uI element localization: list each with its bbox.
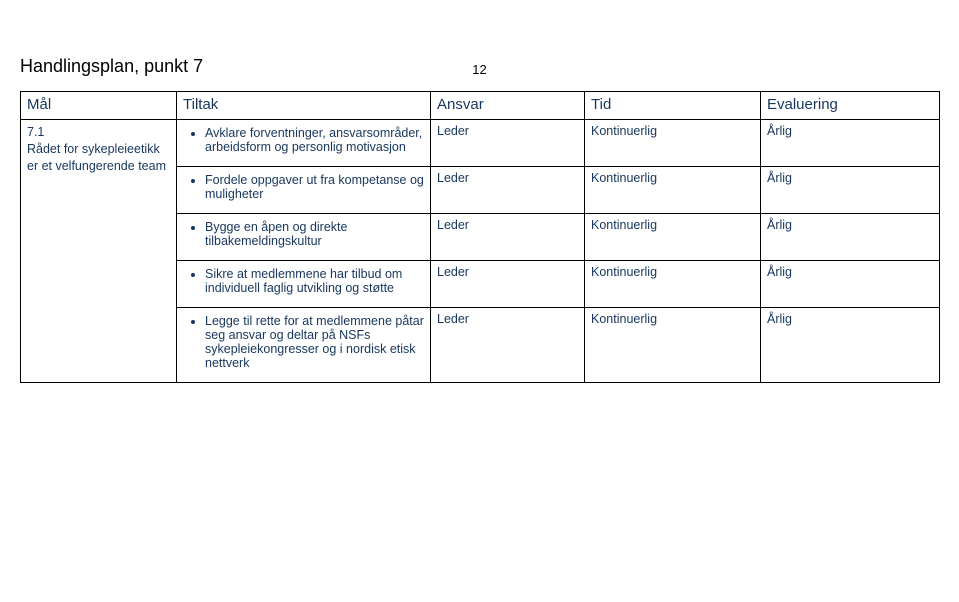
col-header-ansvar: Ansvar [431, 92, 585, 120]
cell-tid: Kontinuerlig [585, 167, 761, 214]
cell-tid: Kontinuerlig [585, 214, 761, 261]
tiltak-item: Bygge en åpen og direkte tilbakemeldings… [205, 220, 424, 248]
cell-tiltak: Sikre at medlemmene har tilbud om indivi… [177, 261, 431, 308]
table-row: 7.1 Rådet for sykepleieetikk er et velfu… [21, 120, 940, 167]
col-header-tid: Tid [585, 92, 761, 120]
cell-tiltak: Bygge en åpen og direkte tilbakemeldings… [177, 214, 431, 261]
cell-evaluering: Årlig [761, 214, 940, 261]
cell-ansvar: Leder [431, 261, 585, 308]
cell-tiltak: Fordele oppgaver ut fra kompetanse og mu… [177, 167, 431, 214]
cell-tiltak: Legge til rette for at medlemmene påtar … [177, 308, 431, 383]
cell-evaluering: Årlig [761, 120, 940, 167]
table-header-row: Mål Tiltak Ansvar Tid Evaluering [21, 92, 940, 120]
col-header-tiltak: Tiltak [177, 92, 431, 120]
plan-table: Mål Tiltak Ansvar Tid Evaluering 7.1 Råd… [20, 91, 940, 383]
cell-tid: Kontinuerlig [585, 120, 761, 167]
cell-tiltak: Avklare forventninger, ansvarsområder, a… [177, 120, 431, 167]
col-header-evaluering: Evaluering [761, 92, 940, 120]
tiltak-item: Legge til rette for at medlemmene påtar … [205, 314, 424, 370]
cell-evaluering: Årlig [761, 167, 940, 214]
cell-ansvar: Leder [431, 214, 585, 261]
cell-tid: Kontinuerlig [585, 261, 761, 308]
cell-ansvar: Leder [431, 167, 585, 214]
cell-goal: 7.1 Rådet for sykepleieetikk er et velfu… [21, 120, 177, 383]
cell-ansvar: Leder [431, 308, 585, 383]
goal-text: Rådet for sykepleieetikk er et velfunger… [27, 142, 166, 173]
goal-number: 7.1 [27, 125, 44, 139]
cell-ansvar: Leder [431, 120, 585, 167]
col-header-mal: Mål [21, 92, 177, 120]
cell-evaluering: Årlig [761, 261, 940, 308]
tiltak-item: Sikre at medlemmene har tilbud om indivi… [205, 267, 424, 295]
cell-tid: Kontinuerlig [585, 308, 761, 383]
tiltak-item: Fordele oppgaver ut fra kompetanse og mu… [205, 173, 424, 201]
page-number: 12 [472, 62, 486, 77]
tiltak-item: Avklare forventninger, ansvarsområder, a… [205, 126, 424, 154]
cell-evaluering: Årlig [761, 308, 940, 383]
